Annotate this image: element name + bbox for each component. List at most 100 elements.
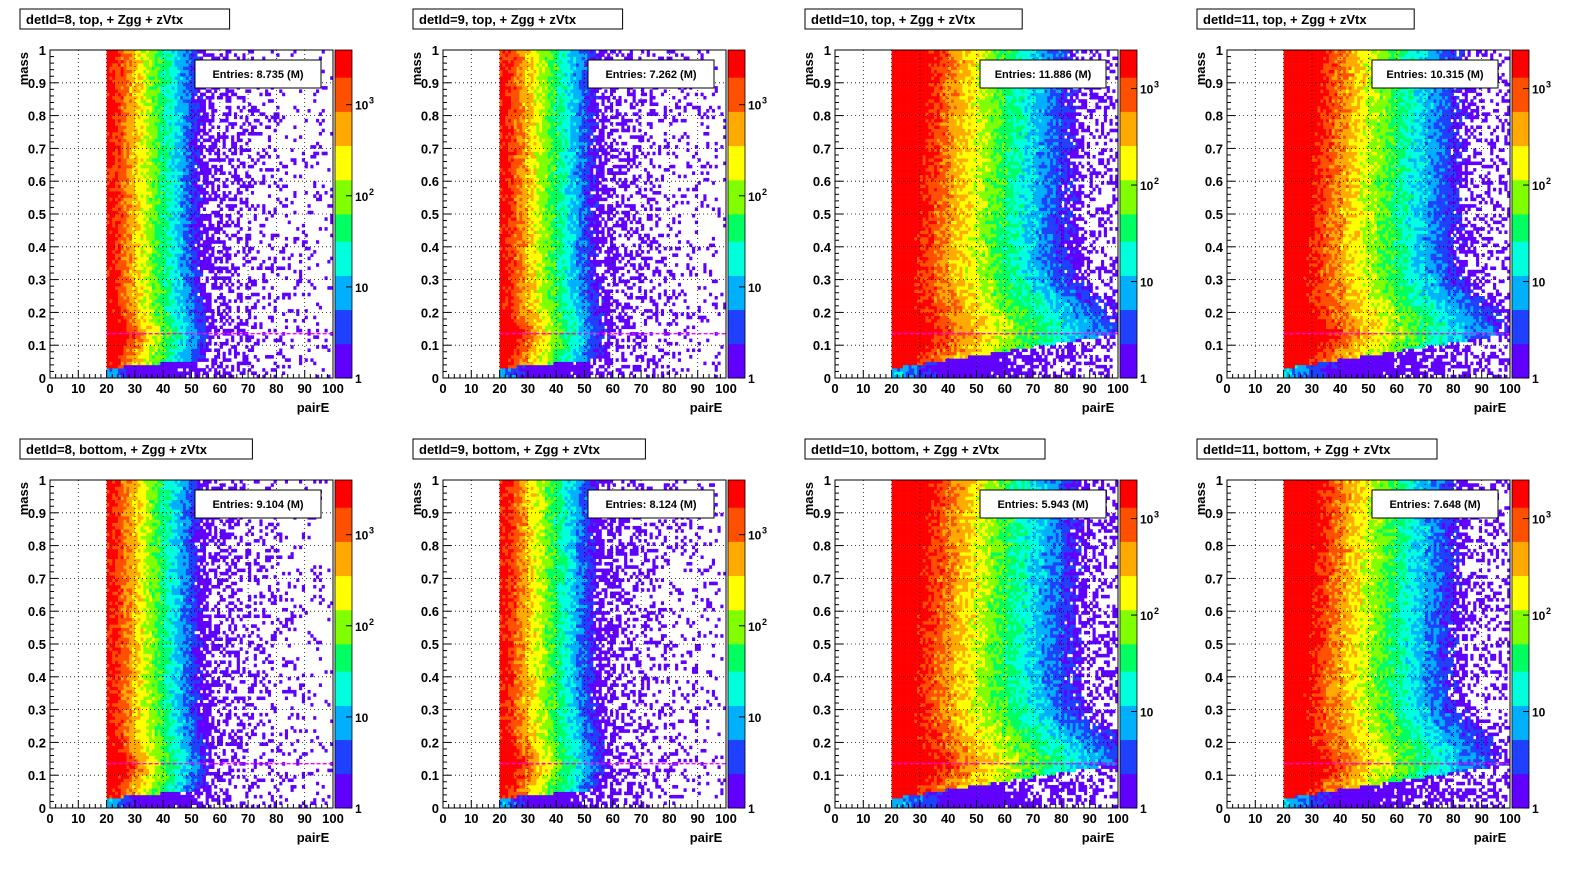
heatmap-cell (177, 106, 180, 110)
heatmap-cell (107, 358, 110, 362)
heatmap-cell (175, 109, 178, 113)
heatmap-cell (172, 102, 175, 106)
heatmap-cell (141, 158, 144, 162)
heatmap-cell (118, 358, 121, 362)
heatmap-cell (169, 152, 172, 156)
heatmap-cell (138, 89, 141, 93)
heatmap-cell (186, 362, 189, 366)
heatmap-cell (186, 237, 189, 241)
heatmap-cell (118, 345, 121, 349)
heatmap-cell (155, 112, 158, 116)
heatmap-cell (126, 263, 129, 267)
heatmap-cell (115, 135, 118, 139)
heatmap-cell (169, 339, 172, 343)
heatmap-cell (109, 99, 112, 103)
heatmap-cell (129, 73, 132, 77)
heatmap-cell (166, 250, 169, 254)
heatmap-cell (155, 345, 158, 349)
heatmap-cell (158, 263, 161, 267)
heatmap-cell (177, 365, 180, 369)
heatmap-cell (158, 165, 161, 169)
heatmap-cell (146, 319, 149, 323)
heatmap-cell (118, 50, 121, 54)
heatmap-cell (124, 152, 127, 156)
heatmap-cell (175, 303, 178, 307)
heatmap-cell (152, 57, 155, 61)
heatmap-cell (186, 303, 189, 307)
heatmap-cell (121, 76, 124, 80)
heatmap-cell (166, 194, 169, 198)
heatmap-cell (112, 158, 115, 162)
heatmap-cell (158, 355, 161, 359)
heatmap-cell (158, 93, 161, 97)
heatmap-cell (143, 171, 146, 175)
heatmap-cell (183, 53, 186, 57)
heatmap-cell (109, 293, 112, 297)
heatmap-cell (109, 106, 112, 110)
heatmap-cell (138, 122, 141, 126)
heatmap-cell (121, 125, 124, 129)
heatmap-cell (175, 175, 178, 179)
heatmap-cell (183, 312, 186, 316)
heatmap-cell (183, 63, 186, 67)
heatmap-cell (112, 230, 115, 234)
heatmap-cell (141, 152, 144, 156)
heatmap-cell (132, 217, 135, 221)
heatmap-cell (186, 132, 189, 136)
heatmap-cell (112, 73, 115, 77)
heatmap-cell (107, 316, 110, 320)
heatmap-cell (109, 368, 112, 372)
heatmap-cell (121, 329, 124, 333)
heatmap-cell (124, 125, 127, 129)
heatmap-cell (177, 188, 180, 192)
heatmap-cell (155, 227, 158, 231)
heatmap-cell (126, 280, 129, 284)
heatmap-cell (115, 329, 118, 333)
heatmap-cell (169, 201, 172, 205)
heatmap-cell (155, 286, 158, 290)
heatmap-cell (172, 303, 175, 307)
heatmap-cell (141, 335, 144, 339)
heatmap-cell (118, 283, 121, 287)
heatmap-cell (126, 76, 129, 80)
heatmap-cell (160, 204, 163, 208)
heatmap-cell (107, 240, 110, 244)
heatmap-cell (149, 165, 152, 169)
heatmap-cell (146, 102, 149, 106)
heatmap-cell (155, 109, 158, 113)
heatmap-cell (115, 73, 118, 77)
heatmap-cell (146, 60, 149, 64)
heatmap-cell (175, 191, 178, 195)
heatmap-cell (158, 139, 161, 143)
heatmap-cell (138, 316, 141, 320)
heatmap-cell (158, 99, 161, 103)
heatmap-cell (138, 234, 141, 238)
heatmap-cell (149, 70, 152, 74)
heatmap-cell (126, 257, 129, 261)
heatmap-cell (109, 158, 112, 162)
heatmap-cell (172, 165, 175, 169)
heatmap-cell (121, 237, 124, 241)
heatmap-cell (112, 260, 115, 264)
heatmap-cell (112, 237, 115, 241)
heatmap-cell (129, 83, 132, 87)
heatmap-cell (146, 119, 149, 123)
heatmap-cell (163, 119, 166, 123)
heatmap-cell (109, 257, 112, 261)
heatmap-cell (115, 234, 118, 238)
heatmap-cell (126, 152, 129, 156)
heatmap-cell (155, 188, 158, 192)
heatmap-cell (121, 263, 124, 267)
heatmap-cell (146, 116, 149, 120)
heatmap-cell (112, 60, 115, 64)
heatmap-cell (135, 207, 138, 211)
heatmap-cell (141, 345, 144, 349)
heatmap-cell (163, 214, 166, 218)
heatmap-cell (149, 362, 152, 366)
heatmap-cell (115, 86, 118, 90)
heatmap-cell (107, 260, 110, 264)
heatmap-cell (121, 57, 124, 61)
heatmap-cell (149, 109, 152, 113)
heatmap-cell (163, 263, 166, 267)
heatmap-cell (146, 165, 149, 169)
